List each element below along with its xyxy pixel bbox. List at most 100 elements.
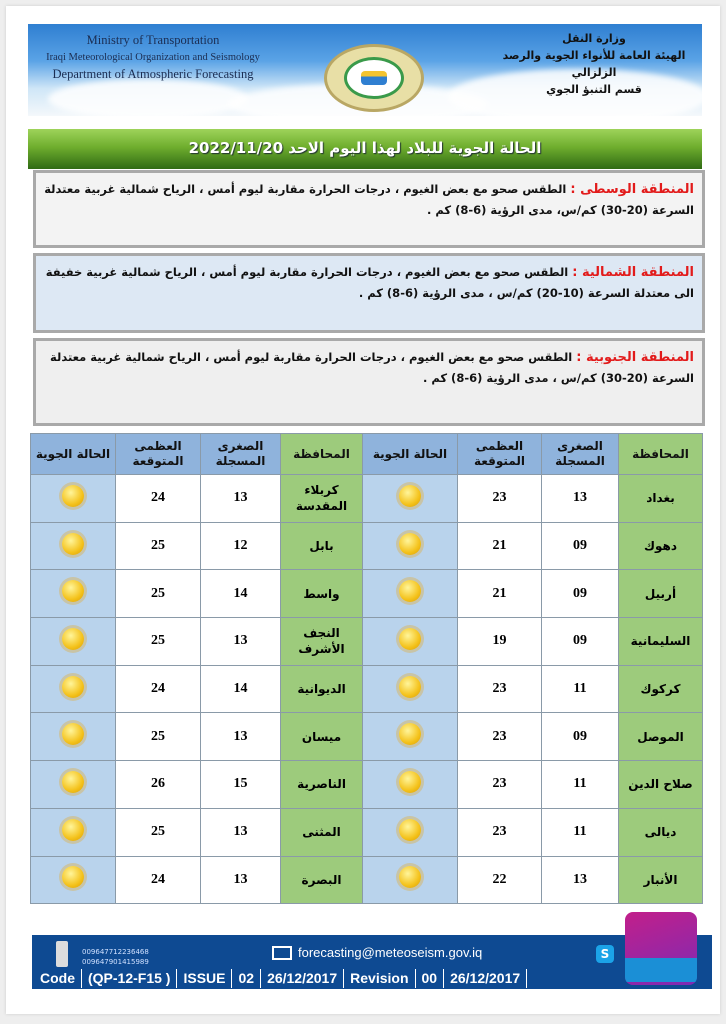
phone-numbers: 009647712236468 009647901415989 [82,947,149,967]
weather-cell [362,855,458,905]
governorate-cell: واسط [280,569,363,619]
header-banner: Ministry of Transportation Iraqi Meteoro… [28,24,702,116]
sun-icon [399,770,421,793]
email-contact[interactable]: forecasting@meteoseism.gov.iq [272,945,482,960]
phone-number: 009647901415989 [82,958,149,966]
envelope-icon [272,945,292,960]
code-field: Revision [344,969,416,988]
column-header: الحالة الجوية [362,433,458,475]
max-temp-cell: 25 [115,807,201,857]
governorate-cell: بغداد [618,474,703,523]
sun-icon [62,627,84,650]
organization-name: Iraqi Meteorological Organization and Se… [46,52,260,63]
sun-icon [62,866,84,889]
email-address[interactable]: forecasting@meteoseism.gov.iq [298,945,483,960]
weather-cell [30,760,116,809]
max-temp-cell: 24 [115,664,201,714]
weather-cell [30,569,116,619]
news-watermark-logo [625,912,697,985]
max-temp-cell: 23 [457,474,542,523]
weather-cell [362,474,458,523]
table-row: دهوك 09 21 بابل 12 25 [30,521,703,571]
weather-cell [362,712,458,762]
table-row: السليمانية 09 19 النجف الأشرف 13 25 [30,617,703,666]
weather-cell [362,807,458,857]
max-temp-cell: 23 [457,760,542,809]
max-temp-cell: 24 [115,855,201,905]
min-temp-cell: 09 [541,569,619,619]
max-temp-cell: 22 [457,855,542,905]
governorate-cell: الأنبار [618,855,703,905]
table-row: ديالى 11 23 المثنى 13 25 [30,807,703,857]
table-row: الموصل 09 23 ميسان 13 25 [30,712,703,762]
column-header: المحافظة [618,433,703,475]
max-temp-cell: 21 [457,569,542,619]
region-name: المنطقة الشمالية : [572,265,694,280]
max-temp-cell: 25 [115,617,201,666]
min-temp-cell: 11 [541,664,619,714]
sun-icon [399,818,421,841]
governorate-cell: المثنى [280,807,363,857]
weather-cell [30,521,116,571]
governorate-cell: ميسان [280,712,363,762]
region-central: المنطقة الوسطى : الطقس صحو مع بعض الغيوم… [33,170,705,248]
max-temp-cell: 23 [457,712,542,762]
english-header: Ministry of Transportation Iraqi Meteoro… [28,32,278,83]
sun-icon [62,675,84,698]
weather-cell [30,712,116,762]
min-temp-cell: 09 [541,521,619,571]
governorate-cell: البصرة [280,855,363,905]
region-forecast: الطقس صحو مع بعض الغيوم ، درجات الحرارة … [44,182,694,217]
min-temp-cell: 09 [541,617,619,666]
governorate-cell: السليمانية [618,617,703,666]
weather-cell [30,474,116,523]
page-title: الحالة الجوية للبلاد لهذا اليوم الاحد 20… [28,129,702,169]
sun-icon [62,484,84,507]
document-code-row: Code (QP-12-F15 ) ISSUE 02 26/12/2017 Revisio… [34,969,528,988]
max-temp-cell: 23 [457,807,542,857]
min-temp-cell: 13 [200,474,281,523]
code-field: 26/12/2017 [444,969,528,988]
min-temp-cell: 11 [541,760,619,809]
organization-logo [324,44,424,112]
governorate-cell: أربيل [618,569,703,619]
governorate-cell: ديالى [618,807,703,857]
region-forecast: الطقس صحو مع بعض الغيوم ، درجات الحرارة … [50,350,694,385]
table-row: بغداد 13 23 كربلاء المقدسة 13 24 [30,474,703,523]
sun-icon [62,818,84,841]
max-temp-cell: 19 [457,617,542,666]
max-temp-cell: 24 [115,474,201,523]
sun-icon [62,723,84,746]
department-name: Department of Atmospheric Forecasting [52,67,254,81]
governorate-cell: كركوك [618,664,703,714]
governorate-cell: كربلاء المقدسة [280,474,363,523]
weather-cell [30,617,116,666]
min-temp-cell: 11 [541,807,619,857]
sun-icon [62,580,84,603]
footer-bar: 009647712236468 009647901415989 forecast… [32,935,712,989]
sun-icon [399,723,421,746]
sun-icon [62,532,84,555]
skype-icon: S [596,945,614,963]
governorate-cell: الناصرية [280,760,363,809]
sun-icon [399,484,421,507]
ministry-name-ar: وزارة النقل [562,32,626,45]
column-header: الصغرى المسجلة [541,433,619,475]
sun-icon [399,866,421,889]
organization-name-ar: الهيئة العامة للأنواء الجوية والرصد الزل… [502,49,686,79]
column-header: الحالة الجوية [30,433,116,475]
region-name: المنطقة الوسطى : [570,182,694,197]
code-field: Code [34,969,82,988]
phone-number: 009647712236468 [82,948,149,956]
max-temp-cell: 23 [457,664,542,714]
table-row: صلاح الدين 11 23 الناصرية 15 26 [30,760,703,809]
weather-cell [30,855,116,905]
column-header: العظمى المتوقعة [457,433,542,475]
region-north: المنطقة الشمالية : الطقس صحو مع بعض الغي… [33,253,705,333]
max-temp-cell: 25 [115,569,201,619]
min-temp-cell: 14 [200,664,281,714]
min-temp-cell: 15 [200,760,281,809]
max-temp-cell: 25 [115,712,201,762]
region-name: المنطقة الجنوبية : [576,350,694,365]
weather-cell [362,760,458,809]
